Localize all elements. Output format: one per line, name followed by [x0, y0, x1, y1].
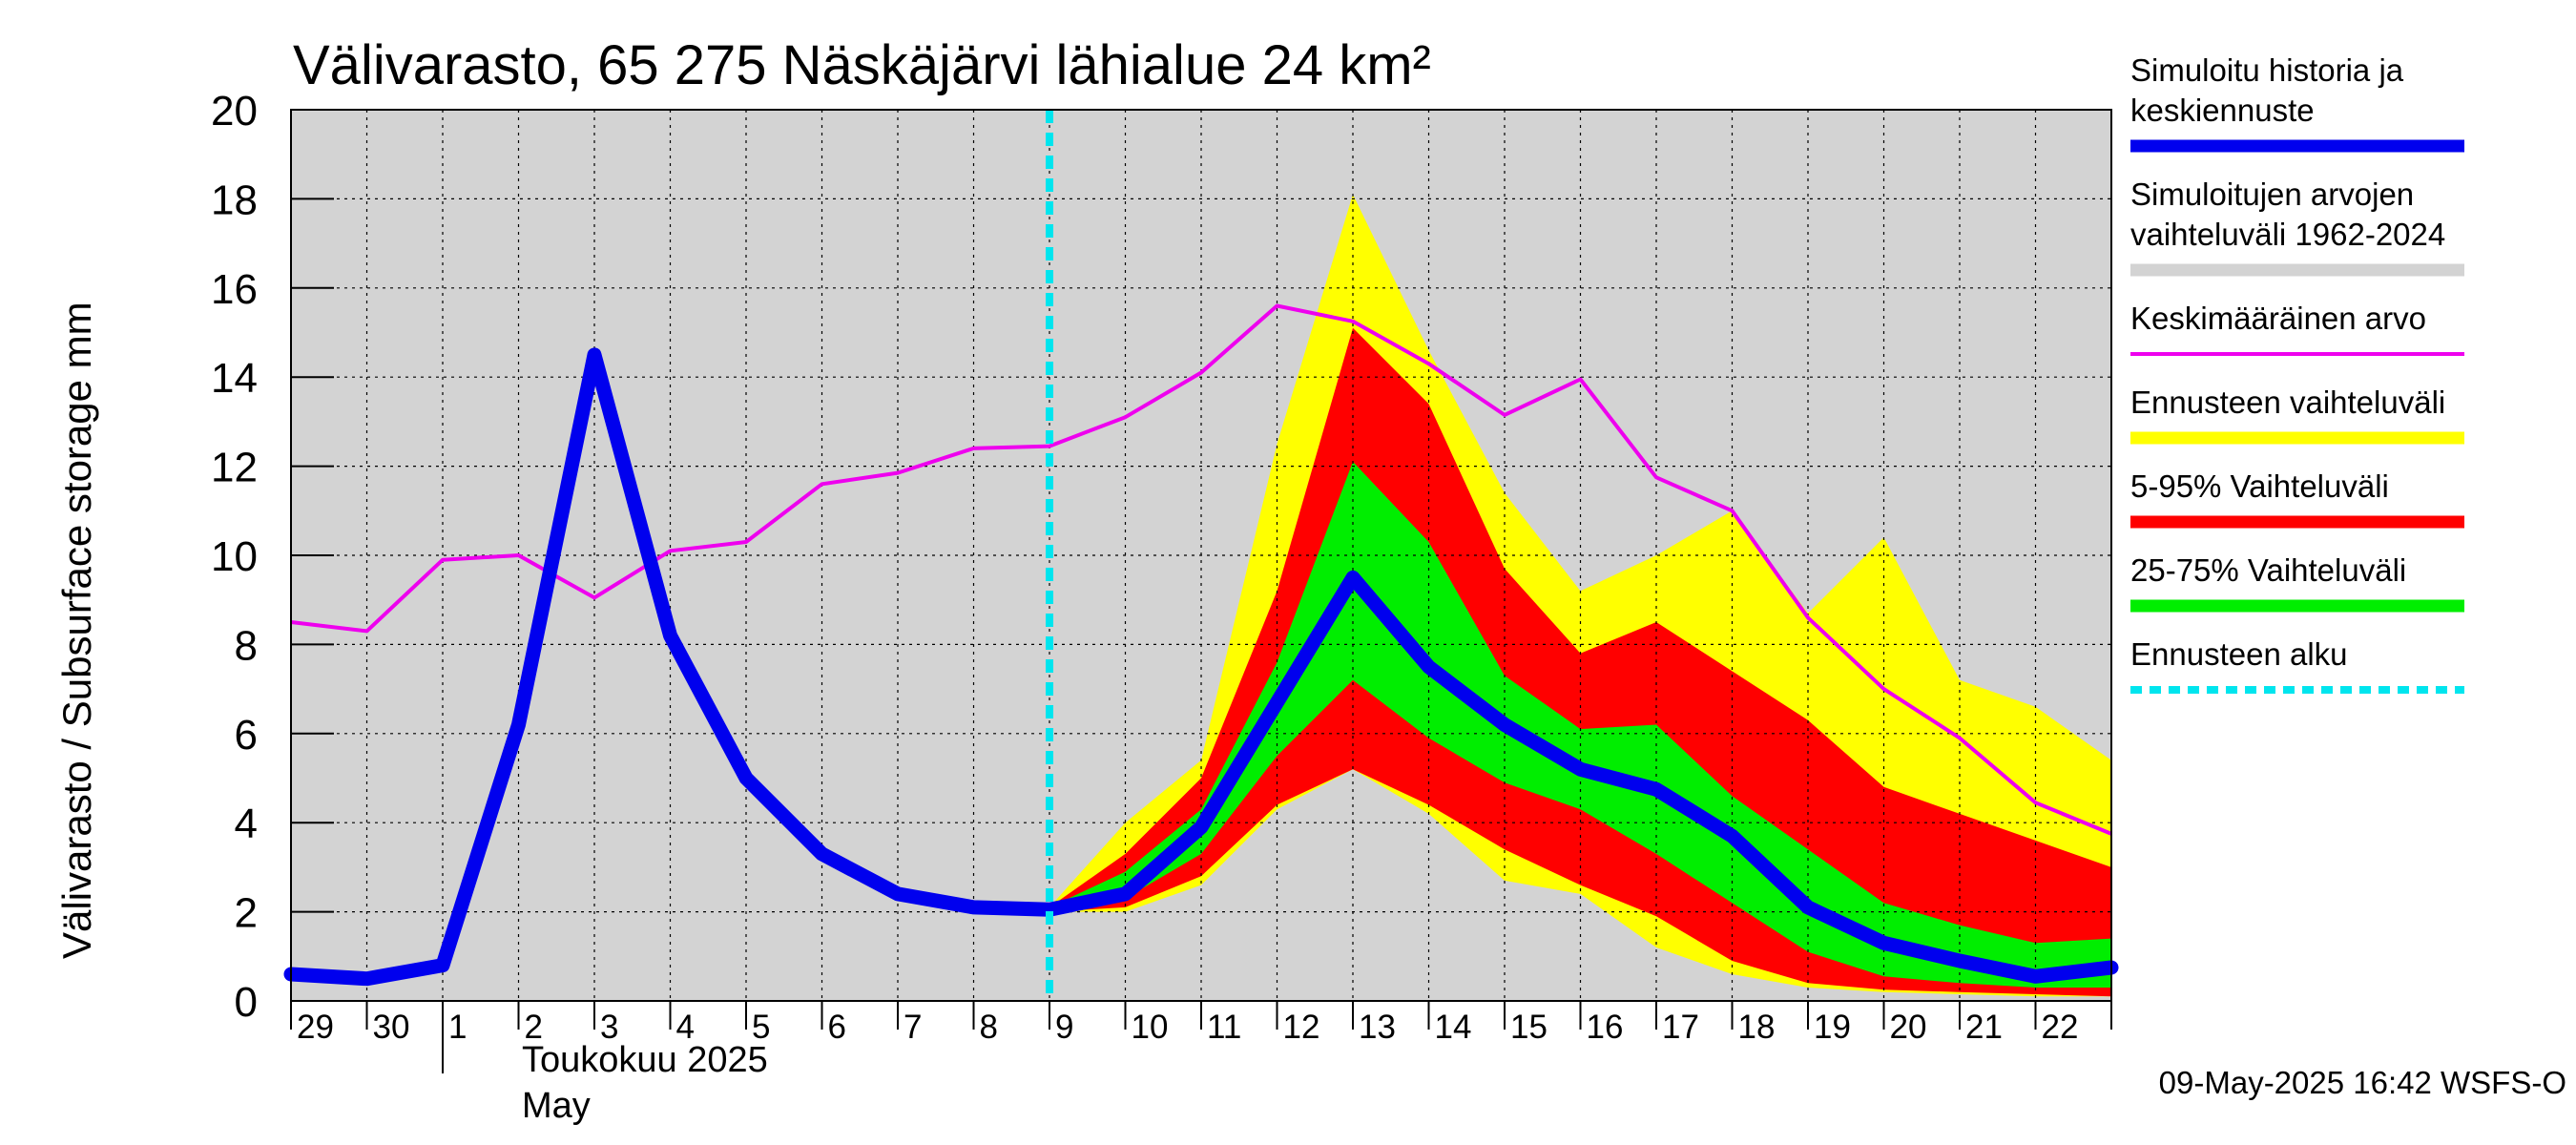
y-tick-label: 2 [235, 890, 258, 937]
mean-line [290, 303, 2112, 836]
chart-title: Välivarasto, 65 275 Näskäjärvi lähialue … [293, 34, 1431, 96]
legend-label: 5-95% Vaihteluväli [2130, 468, 2389, 504]
p25-75-band [1049, 461, 2111, 988]
p5-95-band [1049, 327, 2111, 997]
y-tick-label: 4 [235, 801, 258, 847]
x-tick-label: 8 [980, 1009, 998, 1046]
x-tick-label: 5 [752, 1009, 770, 1046]
x-tick-label: 20 [1890, 1009, 1927, 1046]
x-tick-label: 9 [1055, 1009, 1073, 1046]
legend-label: keskiennuste [2130, 93, 2315, 128]
x-tick-label: 14 [1435, 1009, 1472, 1046]
x-tick-label: 4 [676, 1009, 695, 1046]
legend-label: Keskimääräinen arvo [2130, 301, 2426, 336]
x-tick-label: 3 [600, 1009, 618, 1046]
forecast-bands [1049, 194, 2111, 997]
legend-label: Simuloitujen arvojen [2130, 177, 2414, 212]
y-axis-label: Välivarasto / Subsurface storage mm [54, 302, 99, 959]
x-tick-label: 2 [525, 1009, 543, 1046]
x-tick-label: 7 [904, 1009, 922, 1046]
x-tick-label: 6 [828, 1009, 846, 1046]
x-axis: 29 30 1 2 3 4 5 6 7 8 9 10 11 12 13 14 15 16 17 18 19 20 21 22 [290, 1001, 2112, 1073]
x-tick-label: 19 [1814, 1009, 1851, 1046]
grid-lines [291, 110, 2111, 1001]
x-tick-label: 13 [1359, 1009, 1396, 1046]
y-tick-label: 0 [235, 979, 258, 1026]
month-label-en: May [522, 1086, 591, 1126]
x-tick-label: 1 [448, 1009, 467, 1046]
legend-label: Ennusteen vaihteluväli [2130, 385, 2445, 420]
x-tick-label: 21 [1965, 1009, 2003, 1046]
x-tick-label: 10 [1132, 1009, 1169, 1046]
x-tick-label: 12 [1283, 1009, 1320, 1046]
y-tick-label: 20 [211, 88, 258, 135]
x-tick-label: 16 [1587, 1009, 1624, 1046]
legend-label: 25-75% Vaihteluväli [2130, 552, 2406, 588]
y-tick-label: 12 [211, 445, 258, 491]
y-tick-label: 18 [211, 177, 258, 223]
x-tick-label: 30 [373, 1009, 410, 1046]
legend: Simuloitu historia ja keskiennuste Simuloi… [2130, 52, 2464, 694]
legend-label: Simuloitu historia ja [2130, 52, 2404, 88]
y-tick-label: 8 [235, 622, 258, 669]
month-label-fi: Toukokuu 2025 [522, 1040, 768, 1080]
x-tick-label: 15 [1510, 1009, 1548, 1046]
footer-timestamp: 09-May-2025 16:42 WSFS-O [2159, 1065, 2566, 1100]
y-tick-label: 6 [235, 712, 258, 759]
x-tick-label: 17 [1662, 1009, 1699, 1046]
y-tick-label: 16 [211, 266, 258, 313]
series-lines [283, 110, 2119, 1001]
x-tick-label: 22 [2042, 1009, 2079, 1046]
y-tick-label: 14 [211, 355, 258, 402]
y-tick-label: 10 [211, 533, 258, 580]
legend-label: vaihteluväli 1962-2024 [2130, 217, 2445, 252]
plot-area [283, 109, 2119, 1002]
x-tick-label: 11 [1207, 1009, 1241, 1046]
x-tick-label: 29 [297, 1009, 334, 1046]
x-tick-label: 18 [1738, 1009, 1776, 1046]
y-axis: 0 2 4 6 8 10 12 14 16 18 20 [211, 88, 334, 1026]
legend-label: Ennusteen alku [2130, 636, 2348, 672]
simulated-line [283, 347, 2119, 987]
